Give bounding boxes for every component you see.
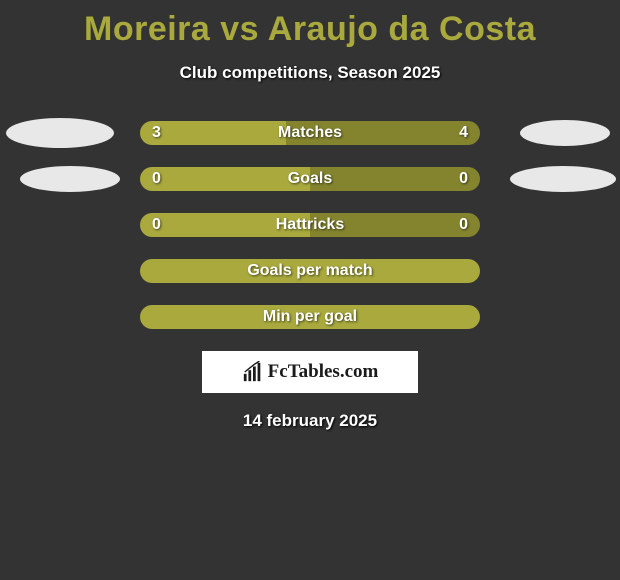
logo-text: FcTables.com bbox=[268, 361, 379, 383]
logo-box[interactable]: FcTables.com bbox=[202, 351, 418, 393]
stat-bar: 0 Hattricks 0 bbox=[140, 213, 480, 237]
page-title: Moreira vs Araujo da Costa bbox=[0, 0, 620, 49]
stat-label: Min per goal bbox=[140, 305, 480, 329]
stats-rows: 3 Matches 4 0 Goals 0 0 Hattricks 0 Go bbox=[0, 121, 620, 329]
stat-row-hattricks: 0 Hattricks 0 bbox=[0, 213, 620, 237]
stat-value-right: 4 bbox=[459, 121, 468, 145]
stat-row-min-per-goal: Min per goal bbox=[0, 305, 620, 329]
stat-label: Goals bbox=[140, 167, 480, 191]
chart-icon bbox=[242, 361, 264, 383]
stat-label: Goals per match bbox=[140, 259, 480, 283]
stat-label: Matches bbox=[140, 121, 480, 145]
stat-row-matches: 3 Matches 4 bbox=[0, 121, 620, 145]
player-left-avatar bbox=[20, 166, 120, 192]
player-left-avatar bbox=[6, 118, 114, 148]
subtitle: Club competitions, Season 2025 bbox=[0, 63, 620, 83]
stat-bar: Goals per match bbox=[140, 259, 480, 283]
stat-row-goals-per-match: Goals per match bbox=[0, 259, 620, 283]
stat-bar: 0 Goals 0 bbox=[140, 167, 480, 191]
stat-value-right: 0 bbox=[459, 167, 468, 191]
player-right-avatar bbox=[510, 166, 616, 192]
stat-row-goals: 0 Goals 0 bbox=[0, 167, 620, 191]
stat-label: Hattricks bbox=[140, 213, 480, 237]
stat-value-right: 0 bbox=[459, 213, 468, 237]
stat-bar: 3 Matches 4 bbox=[140, 121, 480, 145]
date-text: 14 february 2025 bbox=[0, 411, 620, 431]
stat-bar: Min per goal bbox=[140, 305, 480, 329]
player-right-avatar bbox=[520, 120, 610, 146]
